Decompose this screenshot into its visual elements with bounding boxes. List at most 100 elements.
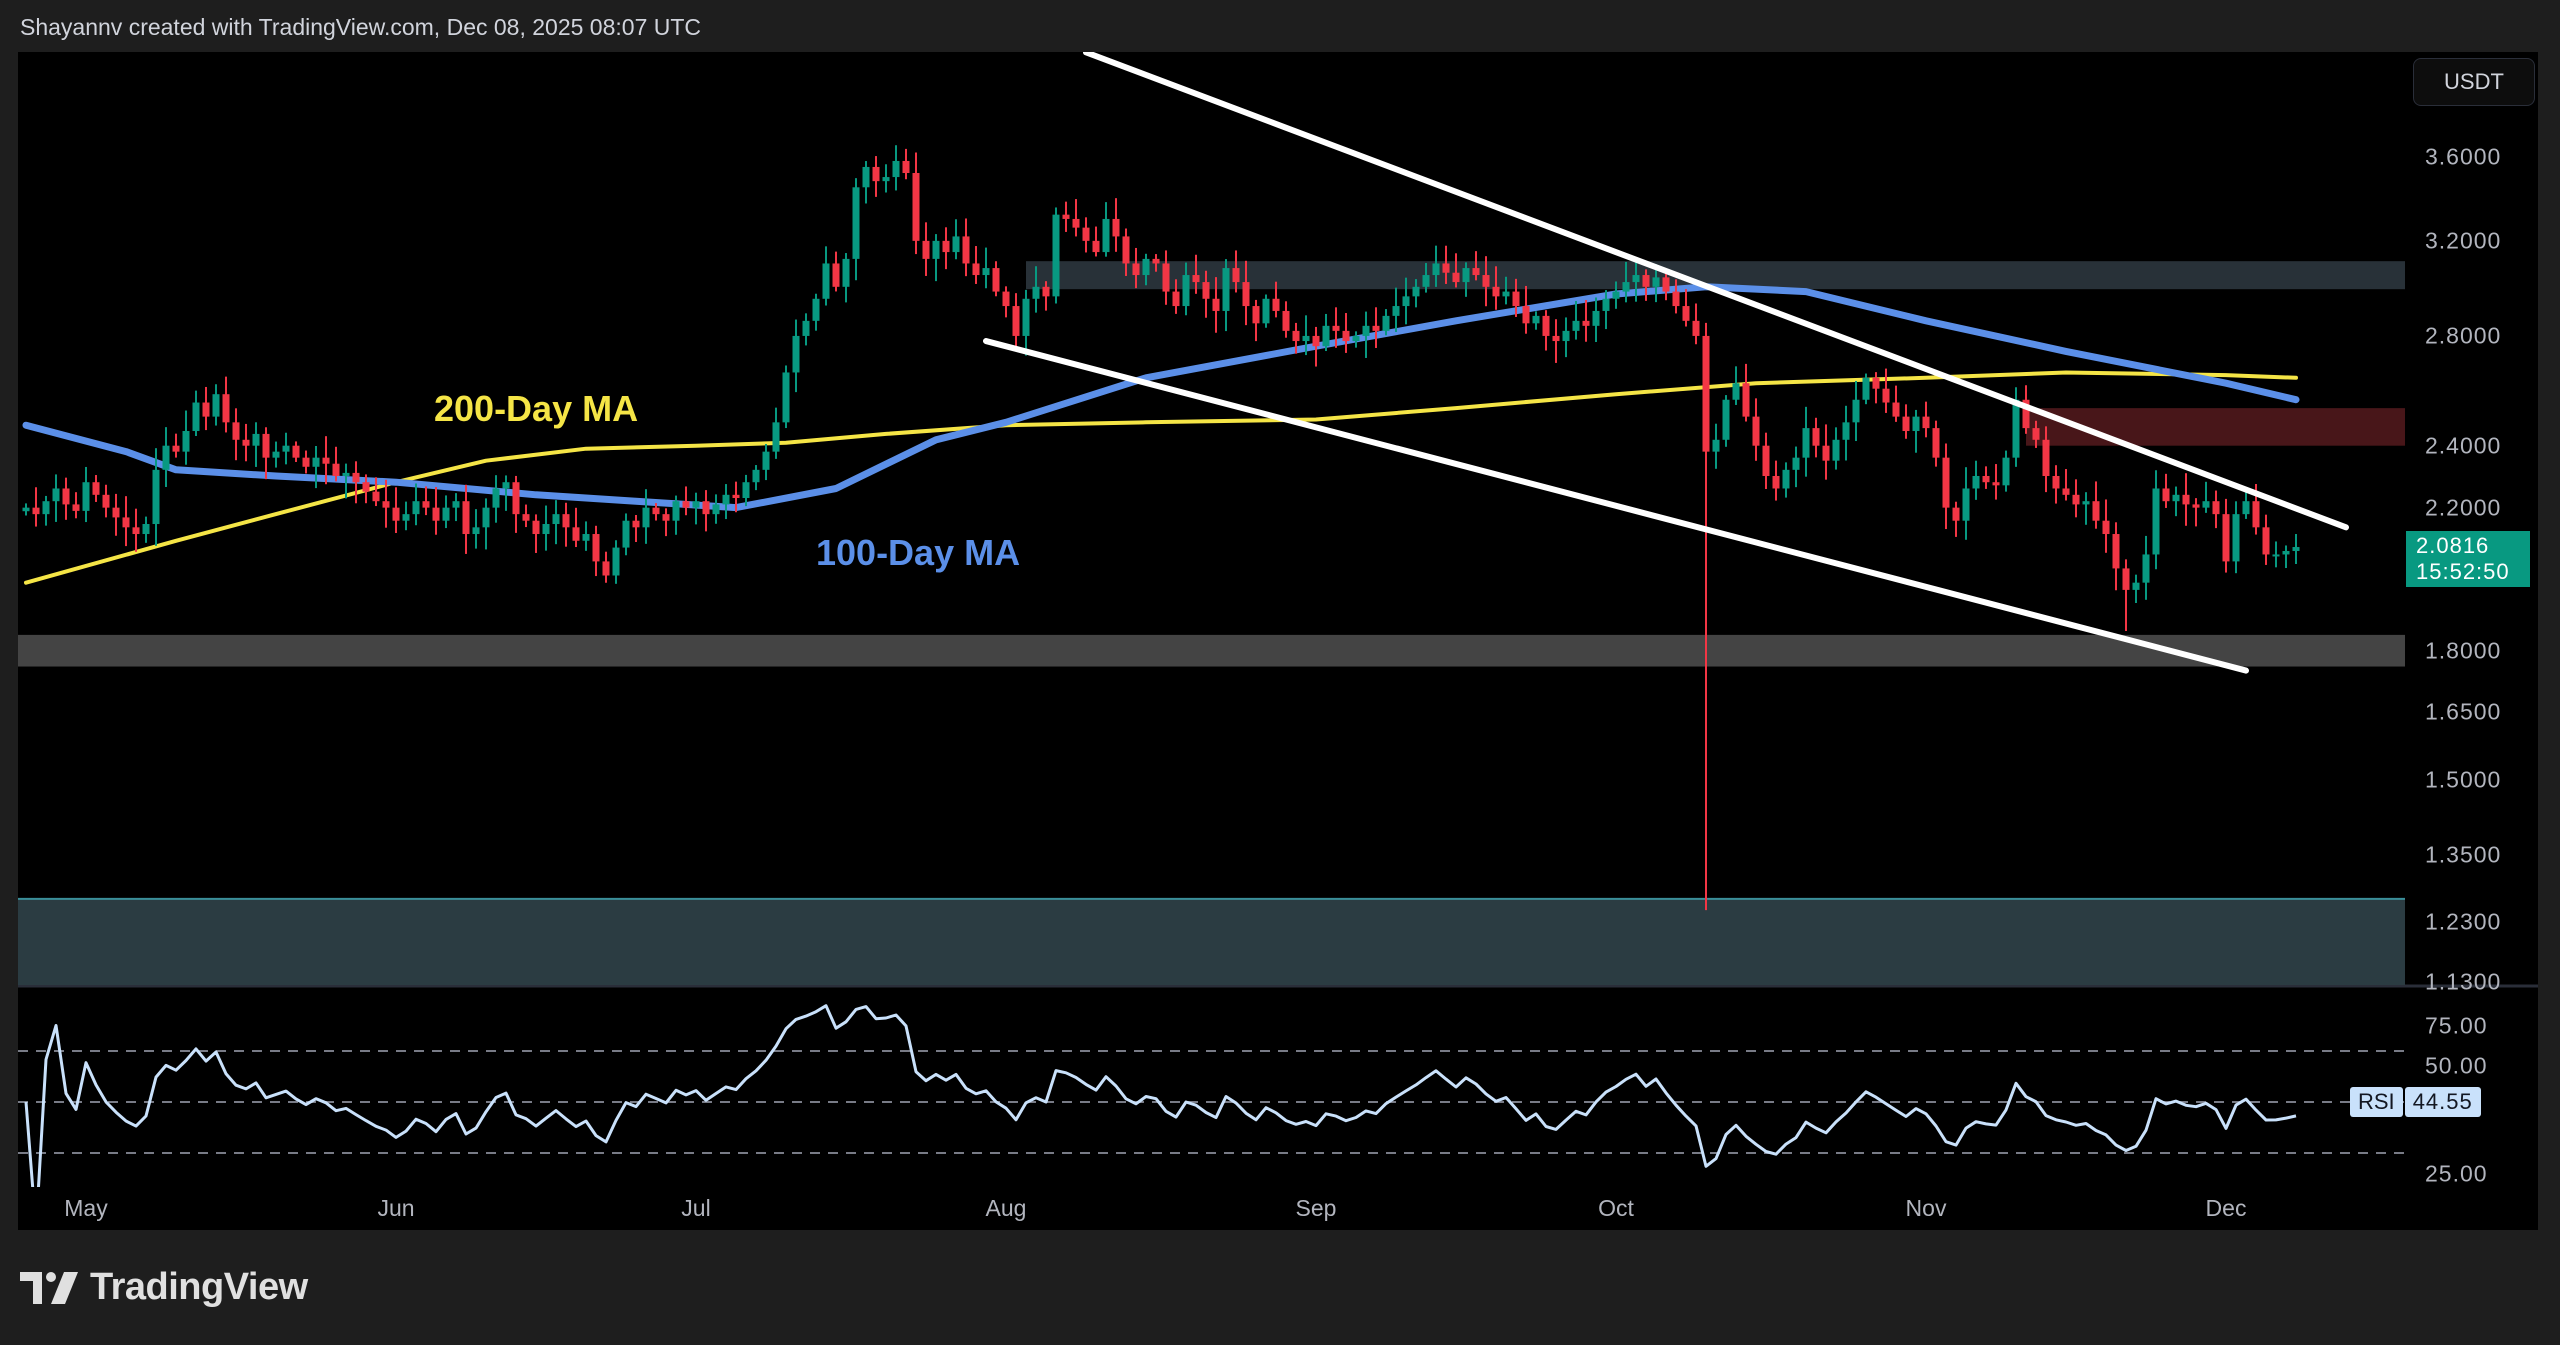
candle-body [652, 507, 660, 515]
candle-body [1122, 236, 1130, 264]
candle-body [1292, 330, 1300, 342]
candle-body [502, 482, 510, 489]
candle-body [1022, 298, 1030, 336]
candle [862, 161, 870, 204]
last-price: 2.0816 [2416, 533, 2490, 558]
candle [972, 246, 980, 284]
candle-body [762, 451, 770, 470]
candle-body [352, 472, 360, 483]
candle [922, 222, 930, 276]
candle [1302, 315, 1310, 356]
candle-body [1652, 277, 1660, 287]
candle [302, 450, 310, 474]
candle [1342, 313, 1350, 353]
candle [1522, 285, 1530, 334]
candle-body [2082, 501, 2090, 505]
candle-body [912, 173, 920, 241]
candle-body [1892, 402, 1900, 417]
candle [672, 495, 680, 535]
candle [1232, 250, 1240, 293]
candle-body [1422, 275, 1430, 287]
candle-body [2242, 501, 2250, 515]
candle-body [822, 263, 830, 299]
candle-body [442, 507, 450, 521]
candle-body [22, 507, 30, 512]
candle [602, 551, 610, 583]
price-tick-label: 2.2000 [2425, 494, 2502, 521]
candle-body [372, 491, 380, 502]
ma100-label: 100-Day MA [816, 532, 1021, 573]
candle-body [152, 469, 160, 525]
candle-body [292, 445, 300, 458]
candle-body [752, 469, 760, 483]
candle-body [1832, 439, 1840, 461]
candle-body [1602, 298, 1610, 311]
candle [1482, 256, 1490, 307]
candle [812, 293, 820, 331]
candle-body [972, 263, 980, 276]
candle-body [142, 524, 150, 535]
candle-body [1862, 377, 1870, 400]
candle [162, 427, 170, 487]
candle-body [2132, 582, 2140, 590]
time-tick-label: Jun [377, 1195, 415, 1221]
candle [1972, 460, 1980, 500]
candle-body [1482, 275, 1490, 287]
candle-body [1412, 286, 1420, 297]
candle-body [1362, 325, 1370, 336]
candle-body [1932, 428, 1940, 458]
candle [1952, 501, 1960, 537]
candle [1282, 301, 1290, 338]
candle-body [1332, 325, 1340, 331]
candle [1912, 409, 1920, 453]
candle [2122, 559, 2130, 632]
candle-body [1552, 335, 1560, 342]
candle-body [1222, 268, 1230, 311]
candle [552, 500, 560, 545]
candle-body [1562, 330, 1570, 342]
candle [402, 501, 410, 531]
candle-body [452, 501, 460, 508]
candle [1432, 245, 1440, 287]
candle [2262, 514, 2270, 565]
candle-body [1502, 291, 1510, 297]
candle [2172, 486, 2180, 517]
tradingview-logo[interactable]: TradingView [20, 1266, 308, 1309]
candle-body [1462, 268, 1470, 283]
candle [532, 514, 540, 553]
candle-body [202, 402, 210, 417]
candle-body [1752, 416, 1760, 446]
candle [1662, 269, 1670, 301]
candle-body [532, 520, 540, 535]
candle-body [1922, 416, 1930, 429]
candle-body [1852, 399, 1860, 423]
candle-body [892, 160, 900, 178]
candle [2072, 479, 2080, 518]
candle [802, 313, 810, 346]
candle [2212, 490, 2220, 529]
candle-body [2192, 504, 2200, 508]
candle-body [392, 507, 400, 521]
candle-body [632, 520, 640, 528]
candle-body [1072, 218, 1080, 228]
candle [1752, 398, 1760, 461]
candle [62, 477, 70, 520]
candle [682, 486, 690, 516]
candle [2292, 534, 2300, 565]
candle [292, 441, 300, 462]
candle [1852, 380, 1860, 442]
candle-body [1042, 286, 1050, 297]
candle [732, 481, 740, 513]
candle-body [1272, 298, 1280, 311]
candle [762, 444, 770, 481]
price-tick-label: 1.2300 [2425, 908, 2502, 935]
currency-button[interactable]: USDT [2413, 58, 2535, 106]
candle [1612, 281, 1620, 309]
candle [422, 486, 430, 516]
support-band [18, 634, 2405, 667]
candle [1002, 286, 1010, 318]
candle-body [702, 501, 710, 515]
candle-body [782, 372, 790, 423]
candle [572, 507, 580, 548]
